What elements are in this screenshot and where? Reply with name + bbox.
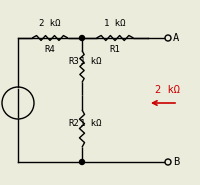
Text: B: B: [172, 157, 178, 167]
Text: R2: R2: [68, 119, 78, 128]
Circle shape: [79, 159, 84, 164]
Text: 2 kΩ: 2 kΩ: [39, 19, 60, 28]
Text: R4: R4: [44, 45, 55, 54]
Text: 1 kΩ: 1 kΩ: [80, 119, 101, 128]
Text: A: A: [172, 33, 178, 43]
Text: 1 kΩ: 1 kΩ: [80, 57, 101, 66]
Text: 1 kΩ: 1 kΩ: [104, 19, 125, 28]
Text: R3: R3: [68, 57, 78, 66]
Text: 2 kΩ: 2 kΩ: [155, 85, 180, 95]
Circle shape: [79, 36, 84, 41]
Text: R1: R1: [109, 45, 120, 54]
